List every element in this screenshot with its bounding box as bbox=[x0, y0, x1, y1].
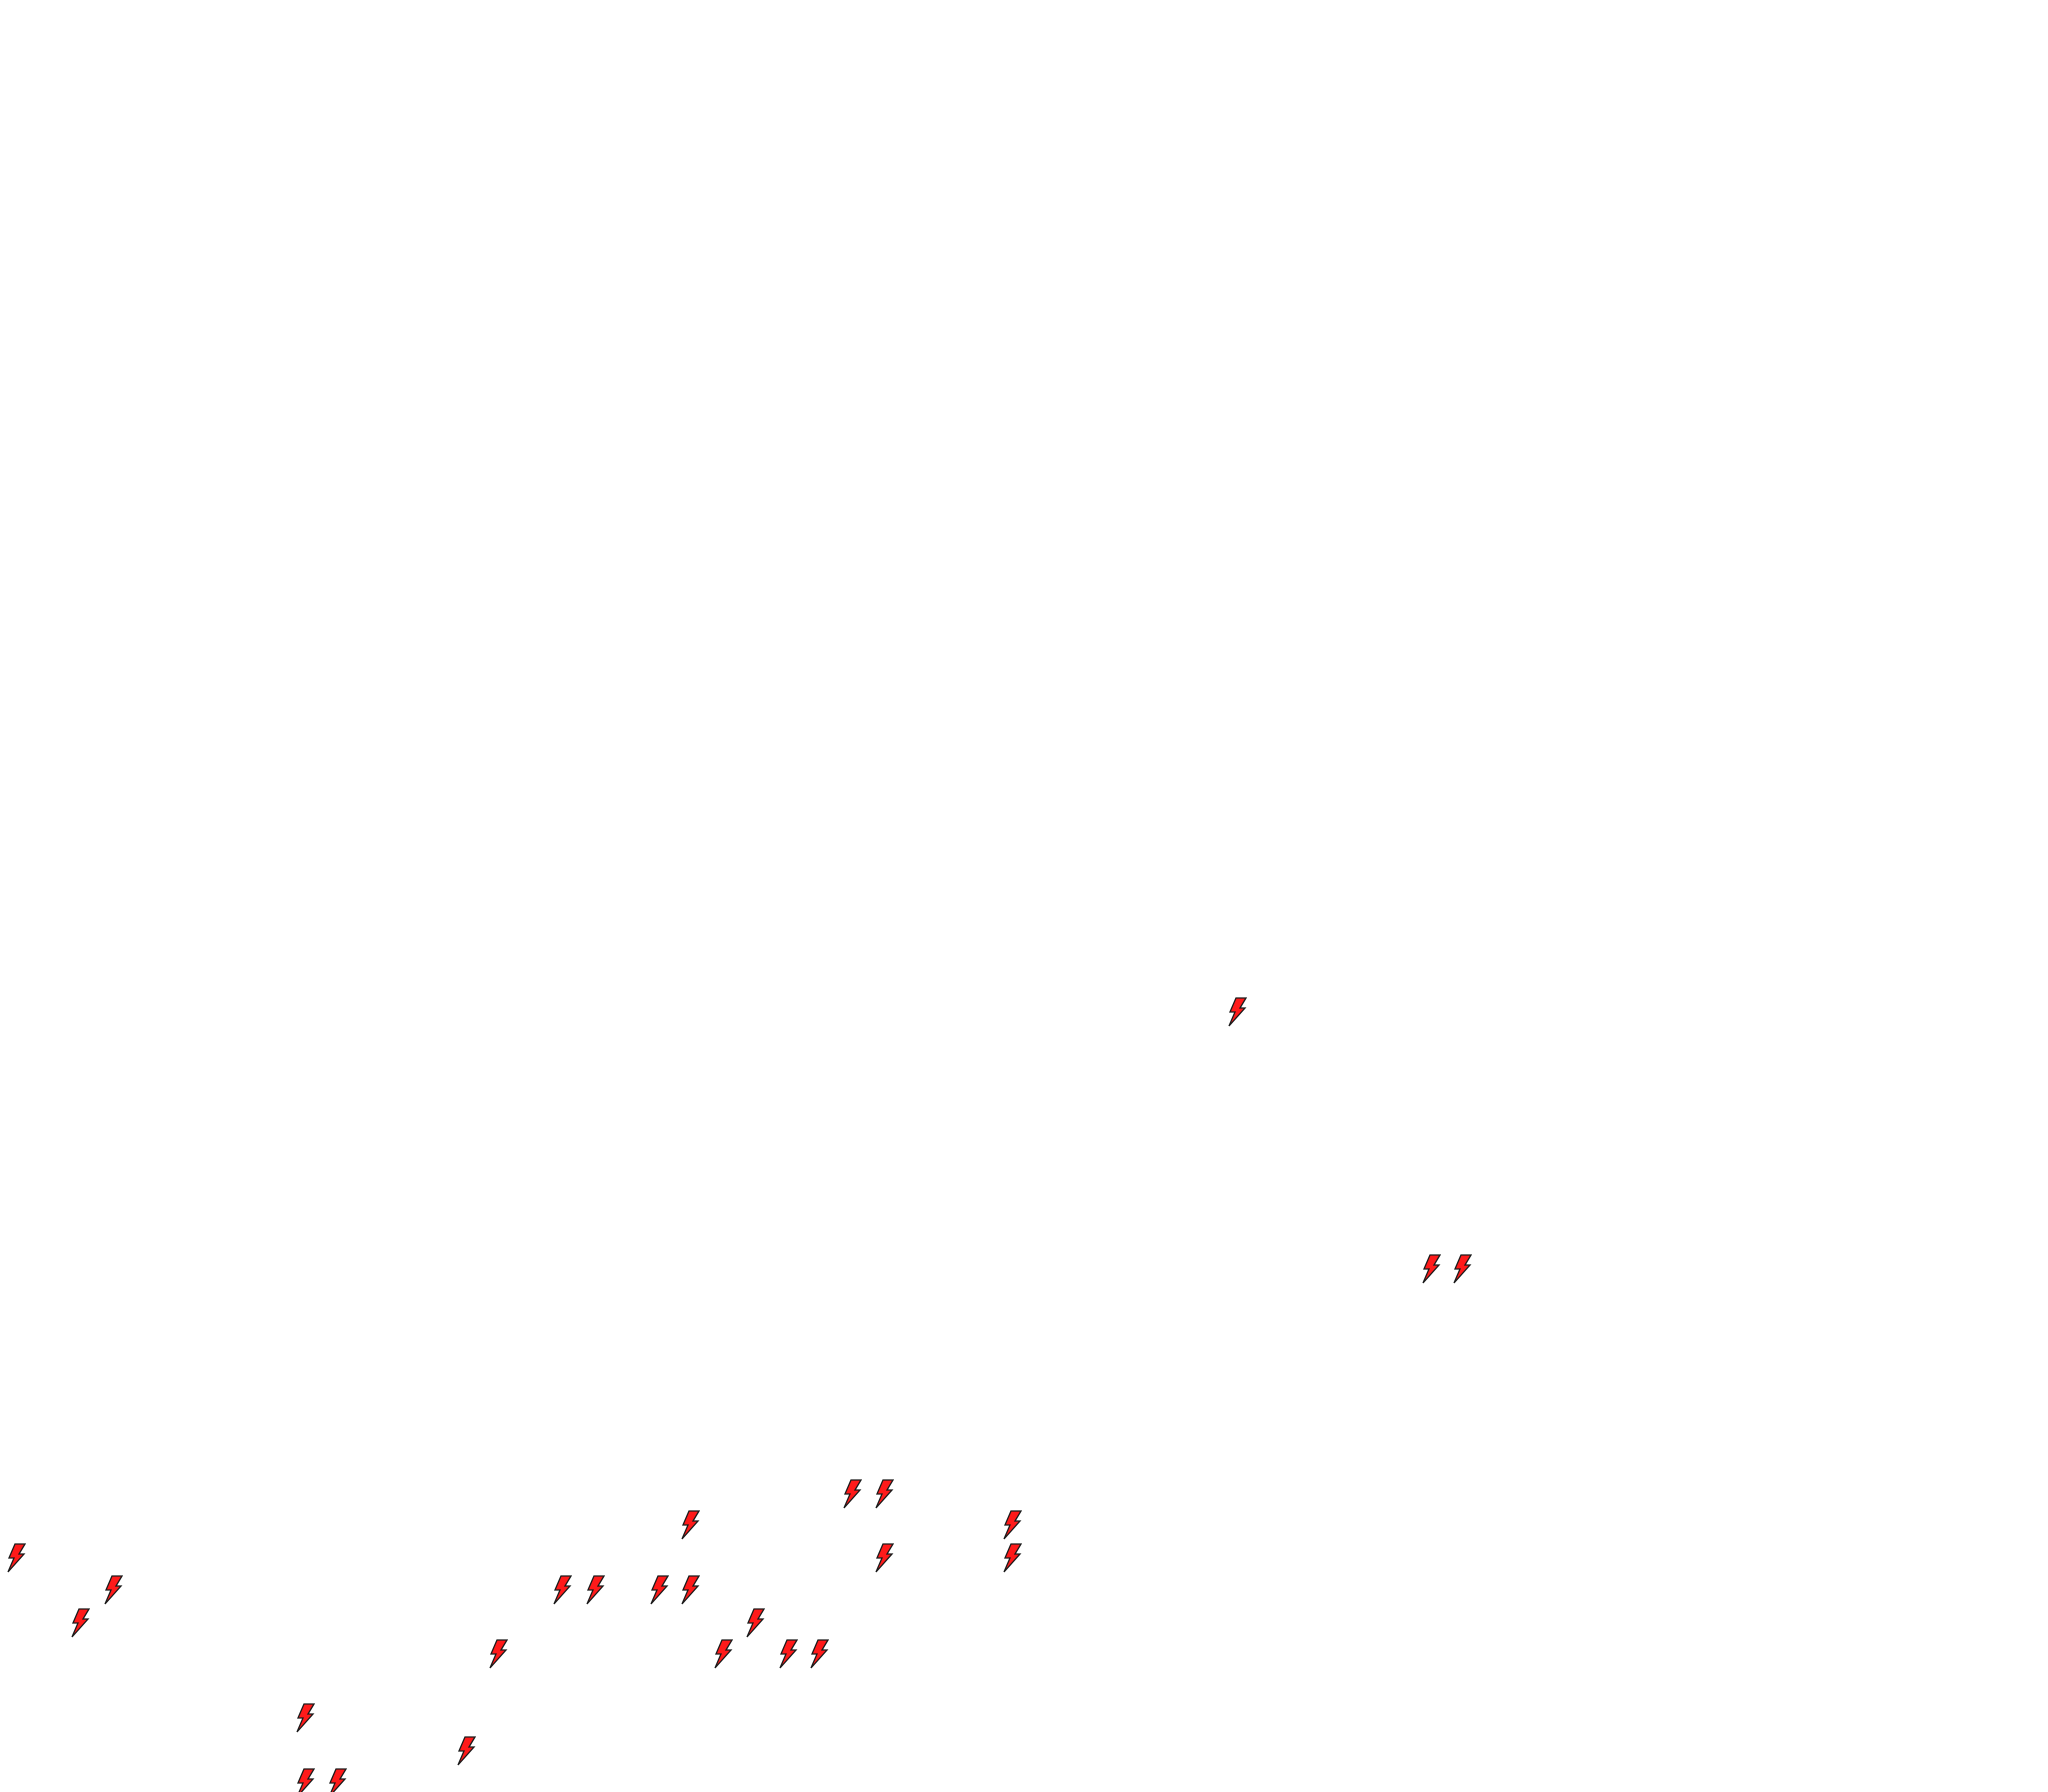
lightning-bolt-icon[interactable] bbox=[745, 1608, 765, 1638]
lightning-bolt-icon[interactable] bbox=[1002, 1543, 1022, 1573]
lightning-bolt-icon[interactable] bbox=[103, 1575, 123, 1605]
lightning-bolt-icon[interactable] bbox=[6, 1543, 26, 1573]
lightning-bolt-icon[interactable] bbox=[874, 1543, 894, 1573]
lightning-bolt-icon[interactable] bbox=[1421, 1254, 1441, 1284]
lightning-bolt-icon[interactable] bbox=[809, 1639, 829, 1669]
lightning-bolt-icon[interactable] bbox=[1227, 997, 1247, 1027]
lightning-bolt-icon[interactable] bbox=[680, 1510, 700, 1540]
lightning-bolt-icon[interactable] bbox=[778, 1639, 798, 1669]
lightning-bolt-icon[interactable] bbox=[327, 1768, 347, 1792]
lightning-bolt-icon[interactable] bbox=[456, 1736, 476, 1766]
lightning-bolt-icon[interactable] bbox=[585, 1575, 605, 1605]
lightning-bolt-icon[interactable] bbox=[842, 1479, 862, 1509]
lightning-bolt-icon[interactable] bbox=[552, 1575, 572, 1605]
lightning-bolt-icon[interactable] bbox=[295, 1768, 315, 1792]
lightning-bolt-icon[interactable] bbox=[1002, 1510, 1022, 1540]
lightning-bolt-icon[interactable] bbox=[295, 1703, 315, 1733]
lightning-bolt-icon[interactable] bbox=[1452, 1254, 1472, 1284]
lightning-bolt-icon[interactable] bbox=[649, 1575, 669, 1605]
lightning-bolt-icon[interactable] bbox=[70, 1608, 90, 1638]
lightning-bolt-icon[interactable] bbox=[713, 1639, 733, 1669]
lightning-bolt-icon[interactable] bbox=[488, 1639, 508, 1669]
lightning-bolt-icon[interactable] bbox=[874, 1479, 894, 1509]
lightning-bolt-icon[interactable] bbox=[680, 1575, 700, 1605]
